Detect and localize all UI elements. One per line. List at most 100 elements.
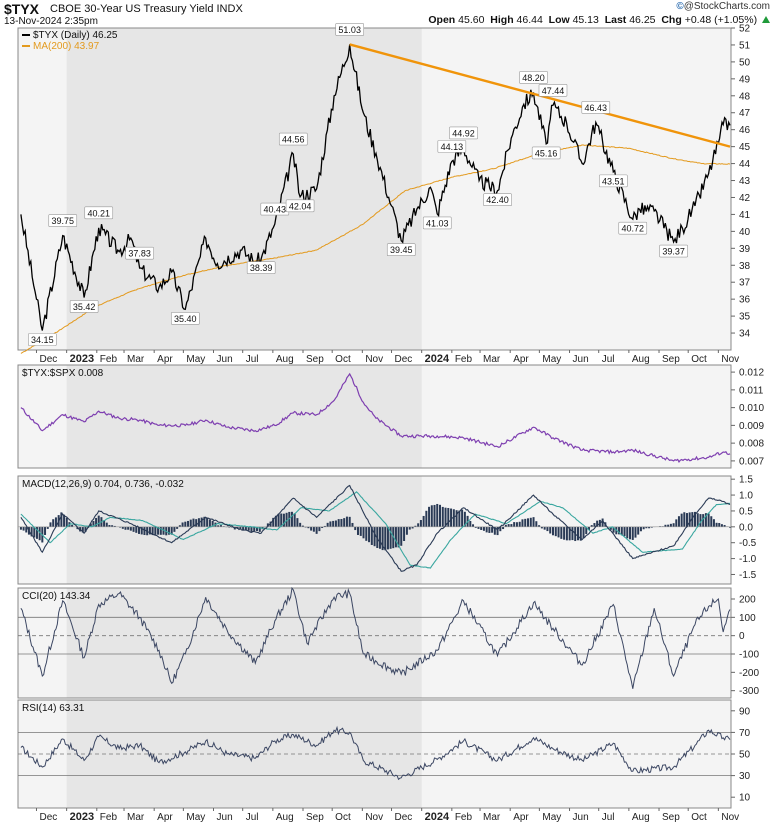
macd-histogram-bar bbox=[529, 517, 532, 527]
macd-histogram-bar bbox=[132, 526, 135, 532]
macd-histogram-bar bbox=[394, 526, 397, 548]
x-axis-top-label: Dec bbox=[39, 354, 57, 365]
price-axis-tick-label: 36 bbox=[739, 295, 751, 306]
macd-histogram-bar bbox=[510, 524, 513, 527]
price-axis-tick-label: 52 bbox=[739, 24, 751, 35]
macd-histogram-bar bbox=[63, 514, 66, 527]
macd-histogram-bar bbox=[274, 515, 277, 527]
year-shade bbox=[66, 588, 422, 698]
macd-histogram-bar bbox=[554, 526, 557, 537]
price-annotation-box bbox=[386, 243, 416, 256]
macd-histogram-bar bbox=[25, 526, 28, 533]
macd-histogram-bar bbox=[329, 521, 332, 527]
macd-histogram-bar bbox=[405, 526, 408, 535]
macd-histogram-bar bbox=[422, 515, 425, 527]
x-axis-bottom-label: Mar bbox=[483, 812, 501, 823]
x-axis-top-label: Aug bbox=[632, 354, 650, 365]
macd-histogram-bar bbox=[258, 526, 261, 532]
x-axis-bottom-label: Feb bbox=[100, 812, 118, 823]
macd-histogram-bar bbox=[318, 526, 321, 532]
cci-axis-tick-label: -200 bbox=[739, 668, 759, 679]
macd-axis-tick-label: -1.0 bbox=[739, 554, 757, 565]
price-annotation-label: 51.03 bbox=[338, 25, 361, 35]
macd-histogram-bar bbox=[244, 526, 247, 531]
macd-histogram-bar bbox=[348, 516, 351, 527]
x-axis-bottom-label: May bbox=[186, 812, 205, 823]
macd-histogram-bar bbox=[159, 526, 162, 535]
macd-histogram-bar bbox=[590, 525, 593, 527]
price-axis-tick-label: 39 bbox=[739, 244, 751, 255]
legend-price-label: $TYX (Daily) 46.25 bbox=[33, 30, 118, 41]
macd-histogram-bar bbox=[206, 517, 209, 527]
macd-histogram-bar bbox=[176, 526, 179, 529]
macd-histogram-bar bbox=[642, 526, 645, 530]
macd-histogram-bar bbox=[637, 526, 640, 535]
x-axis-bottom-label: 2023 bbox=[70, 811, 94, 823]
macd-histogram-bar bbox=[472, 524, 475, 527]
x-axis-top-label: Sep bbox=[662, 354, 680, 365]
last-label: Last bbox=[604, 14, 627, 26]
macd-histogram-bar bbox=[362, 526, 365, 539]
price-annotation-box bbox=[246, 261, 276, 274]
x-axis-bottom-label: Oct bbox=[335, 812, 351, 823]
macd-histogram-bar bbox=[560, 526, 563, 539]
price-annotation-label: 34.15 bbox=[31, 335, 54, 345]
macd-histogram-bar bbox=[485, 526, 488, 533]
price-annotation-label: 48.20 bbox=[522, 73, 545, 83]
macd-histogram-bar bbox=[710, 516, 713, 527]
x-axis-bottom-label: Sep bbox=[662, 812, 680, 823]
macd-histogram-bar bbox=[97, 515, 100, 527]
year-shade bbox=[66, 365, 422, 468]
macd-histogram-bar bbox=[323, 525, 326, 527]
macd-histogram-bar bbox=[712, 519, 715, 527]
price-annotation-box bbox=[278, 132, 308, 146]
macd-histogram-bar bbox=[452, 509, 455, 527]
price-annotation-box bbox=[28, 333, 57, 346]
macd-histogram-bar bbox=[563, 526, 566, 540]
macd-axis-tick-label: -0.5 bbox=[739, 538, 757, 549]
macd-histogram-bar bbox=[299, 522, 302, 527]
macd-histogram-bar bbox=[577, 526, 580, 541]
macd-histogram-bar bbox=[650, 526, 653, 528]
price-annotation-label: 45.16 bbox=[535, 148, 558, 158]
price-axis-tick-label: 37 bbox=[739, 278, 751, 289]
macd-histogram-bar bbox=[162, 526, 165, 535]
x-axis-bottom-label: Aug bbox=[632, 812, 650, 823]
ratio-axis-tick-label: 0.011 bbox=[739, 385, 764, 396]
macd-histogram-bar bbox=[669, 523, 672, 527]
chg-value: +0.48 (+1.05%) bbox=[684, 14, 758, 26]
x-axis-top-label: Jul bbox=[602, 354, 615, 365]
macd-histogram-bar bbox=[46, 526, 49, 529]
macd-histogram-bar bbox=[203, 516, 206, 527]
x-axis-top-label: 2023 bbox=[70, 353, 94, 365]
price-axis-tick-label: 40 bbox=[739, 227, 751, 238]
macd-histogram-bar bbox=[119, 526, 122, 528]
macd-histogram-bar bbox=[170, 526, 173, 535]
cci-axis-tick-label: 100 bbox=[739, 613, 756, 624]
macd-histogram-bar bbox=[370, 526, 373, 545]
x-axis-top-label: Jun bbox=[573, 354, 589, 365]
macd-histogram-bar bbox=[173, 526, 176, 532]
macd-histogram-bar bbox=[290, 511, 293, 527]
macd-histogram-bar bbox=[127, 526, 130, 530]
panel-frame bbox=[17, 27, 732, 351]
macd-histogram-bar bbox=[337, 519, 340, 527]
macd-histogram-bar bbox=[527, 518, 530, 527]
macd-histogram-bar bbox=[35, 526, 38, 539]
macd-histogram-bar bbox=[450, 508, 453, 527]
macd-histogram-bar bbox=[219, 525, 222, 527]
price-axis-tick-label: 34 bbox=[739, 329, 751, 340]
macd-histogram-bar bbox=[200, 517, 203, 527]
macd-histogram-bar bbox=[148, 526, 151, 535]
macd-histogram-bar bbox=[504, 524, 507, 527]
macd-histogram-bar bbox=[277, 513, 280, 527]
macd-histogram-bar bbox=[38, 526, 41, 541]
macd-histogram-bar bbox=[60, 512, 63, 527]
macd-histogram-bar bbox=[52, 519, 55, 527]
macd-histogram-bar bbox=[469, 520, 472, 527]
macd-histogram-bar bbox=[696, 513, 699, 527]
price-annotation-box bbox=[171, 312, 200, 325]
macd-histogram-bar bbox=[444, 507, 447, 527]
macd-histogram-bar bbox=[217, 525, 220, 527]
